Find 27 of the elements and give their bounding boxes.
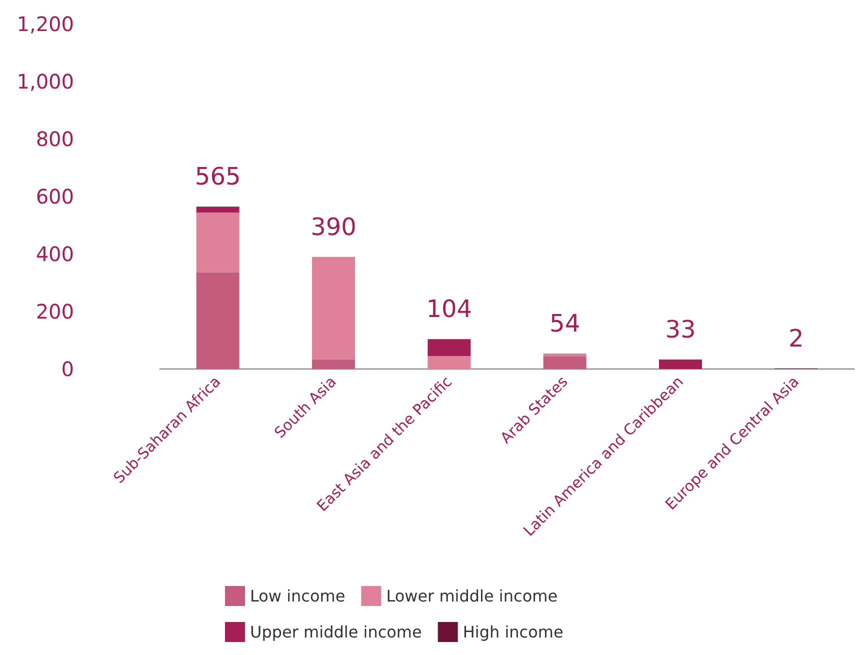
legend-label: Low income: [250, 586, 346, 606]
bar: [428, 356, 471, 369]
total-label: 33: [665, 316, 696, 344]
bar: [312, 256, 355, 360]
total-label: 54: [550, 309, 580, 338]
y-tick-label: 1,000: [16, 70, 74, 94]
bar: [543, 356, 586, 369]
total-label: 2: [788, 324, 804, 352]
bar: [543, 353, 586, 356]
bar: [196, 206, 240, 213]
bar: [659, 360, 702, 369]
bar: [196, 212, 240, 272]
bar: [312, 359, 355, 369]
bar: [428, 339, 471, 356]
total-label: 104: [426, 295, 472, 324]
legend-label: High income: [462, 622, 564, 642]
y-tick-label: 600: [36, 184, 74, 208]
legend-label: Upper middle income: [250, 622, 422, 642]
y-tick-label: 200: [36, 300, 74, 324]
bar: [196, 272, 240, 369]
y-tick-label: 800: [36, 127, 74, 151]
y-tick-label: 0: [61, 357, 74, 381]
total-label: 390: [310, 212, 356, 241]
total-label: 565: [194, 162, 241, 191]
y-tick-label: 1,200: [16, 12, 74, 36]
y-tick-label: 400: [36, 242, 74, 266]
legend-label: Lower middle income: [386, 586, 558, 606]
